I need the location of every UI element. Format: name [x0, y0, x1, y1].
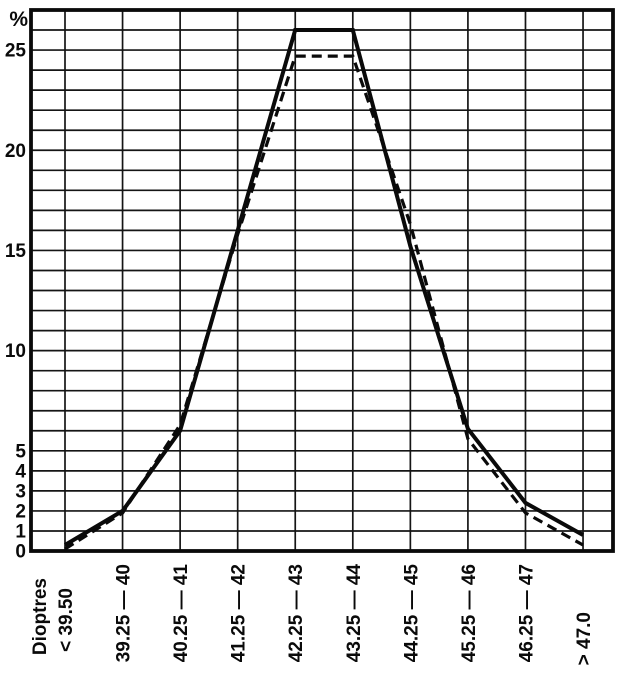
x-tick-label: 45.25 — 46 — [459, 564, 480, 662]
y-tick-label: 10 — [5, 341, 26, 362]
y-tick-label: 2 — [15, 501, 26, 522]
x-tick-label: > 47.0 — [574, 612, 595, 665]
y-tick-label: 3 — [15, 481, 26, 502]
x-tick-label: < 39.50 — [56, 588, 77, 652]
x-tick-label: 41.25 — 42 — [229, 564, 250, 662]
x-tick-label: 43.25 — 44 — [344, 564, 365, 663]
y-tick-label: 20 — [5, 141, 26, 162]
x-tick-label: 39.25 — 40 — [114, 564, 135, 662]
plot-frame — [29, 8, 615, 553]
x-axis-title: Dioptres — [30, 578, 51, 655]
x-tick-label: 42.25 — 43 — [286, 564, 307, 662]
x-tick-label: 40.25 — 41 — [171, 564, 192, 663]
y-tick-label: 15 — [5, 241, 27, 262]
y-axis-unit-label: % — [9, 8, 28, 31]
x-tick-label: 44.25 — 45 — [401, 564, 422, 663]
y-tick-label: 5 — [15, 441, 26, 462]
y-tick-label: 4 — [15, 461, 26, 482]
x-tick-label: 46.25 — 47 — [516, 564, 537, 662]
series-solid-curve — [63, 28, 584, 547]
y-tick-label: 0 — [15, 542, 26, 563]
series-dashed-curve — [64, 54, 584, 551]
y-tick-label: 1 — [15, 521, 26, 542]
y-tick-label: 25 — [5, 41, 27, 62]
